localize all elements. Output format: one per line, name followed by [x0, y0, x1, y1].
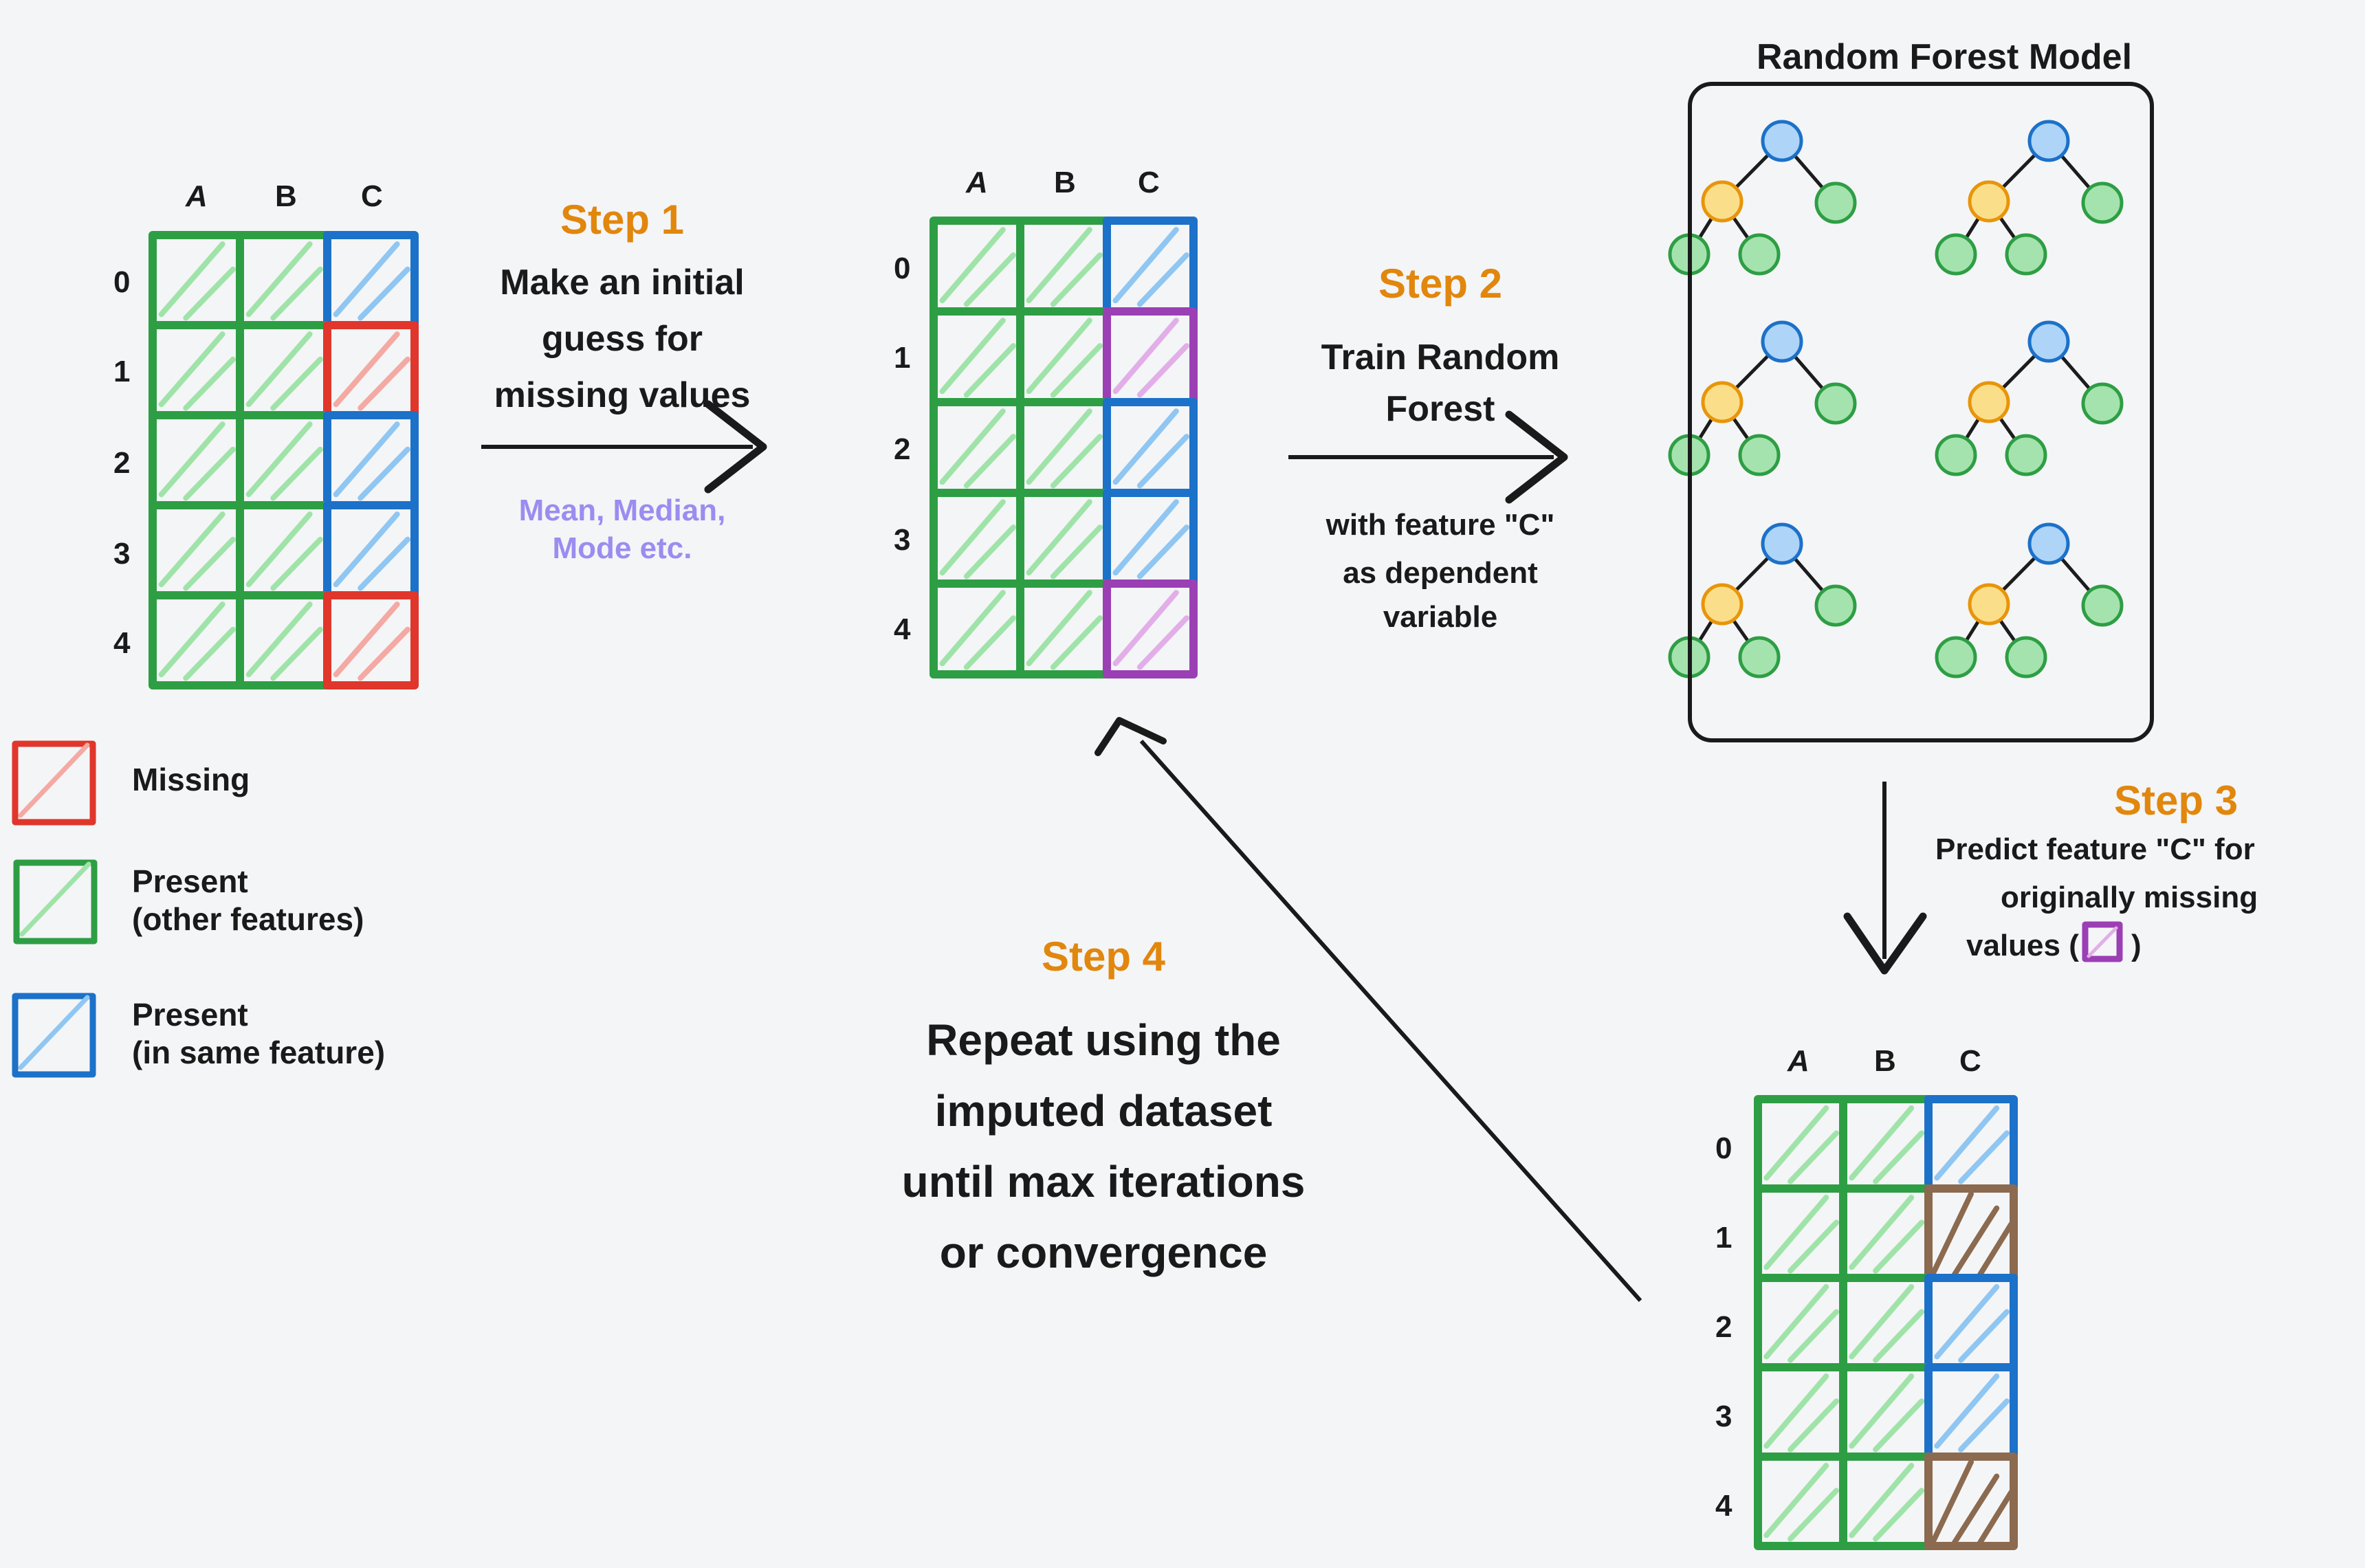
- svg-text:as dependent: as dependent: [1343, 556, 1538, 590]
- svg-text:1: 1: [894, 341, 910, 375]
- svg-text:values (: values (: [1966, 929, 2079, 962]
- svg-text:Repeat using the: Repeat using the: [926, 1015, 1281, 1065]
- svg-text:2: 2: [113, 446, 130, 480]
- svg-text:3: 3: [113, 537, 130, 571]
- svg-text:imputed dataset: imputed dataset: [935, 1086, 1273, 1136]
- svg-text:2: 2: [1715, 1310, 1732, 1344]
- svg-text:Step 2: Step 2: [1378, 261, 1502, 307]
- svg-text:originally missing: originally missing: [2001, 881, 2258, 914]
- svg-text:with feature "C": with feature "C": [1326, 508, 1555, 542]
- svg-text:4: 4: [1715, 1489, 1732, 1523]
- svg-text:Forest: Forest: [1386, 389, 1495, 429]
- svg-text:Step 1: Step 1: [560, 197, 684, 243]
- svg-text:Mean, Median,: Mean, Median,: [519, 494, 726, 527]
- svg-text:B: B: [1874, 1044, 1896, 1078]
- svg-text:variable: variable: [1383, 600, 1497, 634]
- svg-text:C: C: [361, 179, 383, 213]
- svg-text:Step 4: Step 4: [1042, 934, 1166, 980]
- svg-text:0: 0: [1715, 1131, 1732, 1165]
- svg-text:Step 3: Step 3: [2114, 777, 2238, 824]
- svg-text:guess for: guess for: [542, 319, 703, 359]
- svg-text:0: 0: [113, 265, 130, 299]
- svg-text:Predict feature "C" for: Predict feature "C" for: [1935, 832, 2255, 866]
- svg-text:1: 1: [1715, 1221, 1732, 1255]
- svg-text:C: C: [1138, 166, 1160, 199]
- svg-text:A: A: [1787, 1044, 1810, 1078]
- svg-text:A: A: [185, 179, 208, 213]
- svg-text:(in same feature): (in same feature): [132, 1035, 385, 1070]
- svg-text:2: 2: [894, 432, 910, 466]
- svg-text:): ): [2131, 929, 2142, 962]
- svg-text:4: 4: [113, 626, 131, 660]
- svg-text:until max iterations: until max iterations: [902, 1157, 1306, 1206]
- svg-text:4: 4: [894, 612, 911, 646]
- svg-text:(other features): (other features): [132, 901, 364, 937]
- svg-text:B: B: [275, 179, 297, 213]
- svg-text:or convergence: or convergence: [940, 1228, 1268, 1277]
- svg-text:B: B: [1054, 166, 1076, 199]
- svg-text:Make an initial: Make an initial: [500, 263, 744, 302]
- svg-text:Present: Present: [132, 863, 248, 899]
- svg-text:C: C: [1959, 1044, 1981, 1078]
- svg-text:Missing: Missing: [132, 762, 250, 797]
- svg-text:0: 0: [894, 252, 910, 285]
- svg-text:Present: Present: [132, 997, 248, 1033]
- svg-text:Random Forest Model: Random Forest Model: [1757, 37, 2132, 77]
- svg-text:A: A: [965, 166, 988, 199]
- svg-text:Train Random: Train Random: [1321, 338, 1560, 377]
- svg-text:Mode etc.: Mode etc.: [553, 531, 692, 565]
- svg-text:3: 3: [894, 523, 910, 557]
- svg-text:3: 3: [1715, 1400, 1732, 1433]
- svg-text:1: 1: [113, 355, 130, 388]
